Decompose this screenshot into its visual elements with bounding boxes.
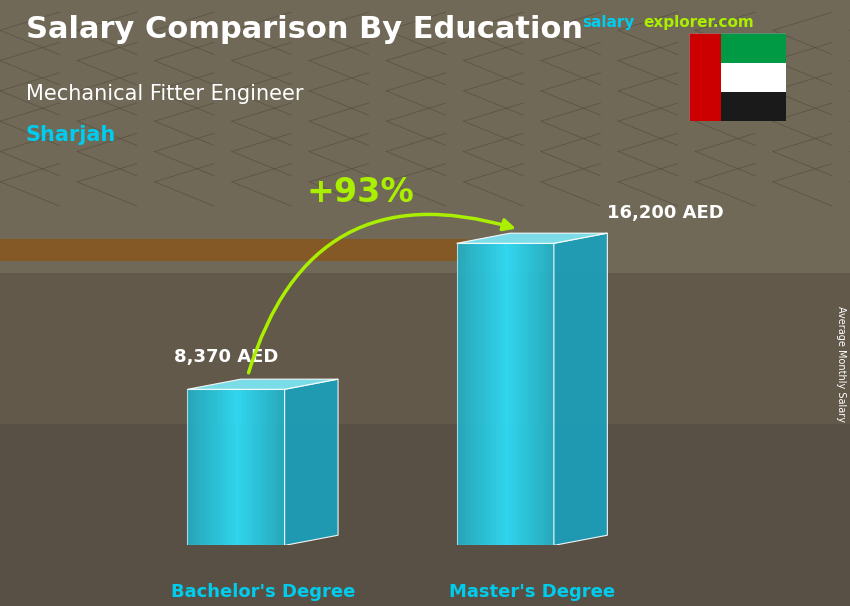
Text: salary: salary xyxy=(582,15,635,30)
Polygon shape xyxy=(554,233,608,545)
Polygon shape xyxy=(518,244,521,545)
Text: Bachelor's Degree: Bachelor's Degree xyxy=(171,583,355,601)
Polygon shape xyxy=(512,244,515,545)
Text: Master's Degree: Master's Degree xyxy=(449,583,615,601)
Polygon shape xyxy=(476,244,479,545)
Polygon shape xyxy=(544,244,547,545)
Polygon shape xyxy=(547,244,551,545)
Polygon shape xyxy=(187,389,190,545)
Bar xyxy=(0,273,850,424)
Polygon shape xyxy=(460,244,463,545)
Polygon shape xyxy=(258,389,262,545)
Polygon shape xyxy=(217,389,220,545)
Polygon shape xyxy=(246,389,249,545)
Polygon shape xyxy=(467,244,469,545)
Text: Mechanical Fitter Engineer: Mechanical Fitter Engineer xyxy=(26,84,303,104)
Polygon shape xyxy=(187,379,338,389)
Text: 8,370 AED: 8,370 AED xyxy=(174,348,279,366)
Polygon shape xyxy=(213,389,217,545)
Text: Sharjah: Sharjah xyxy=(26,125,116,145)
Polygon shape xyxy=(489,244,492,545)
Polygon shape xyxy=(272,389,275,545)
Polygon shape xyxy=(252,389,255,545)
Polygon shape xyxy=(223,389,226,545)
Polygon shape xyxy=(541,244,544,545)
Polygon shape xyxy=(207,389,210,545)
Text: Salary Comparison By Education: Salary Comparison By Education xyxy=(26,15,582,44)
Polygon shape xyxy=(456,233,608,244)
Polygon shape xyxy=(551,244,554,545)
Bar xyxy=(0,0,850,273)
Polygon shape xyxy=(521,244,524,545)
Polygon shape xyxy=(463,244,467,545)
Polygon shape xyxy=(473,244,476,545)
Polygon shape xyxy=(456,244,460,545)
Polygon shape xyxy=(505,244,508,545)
Polygon shape xyxy=(285,379,338,545)
Polygon shape xyxy=(508,244,512,545)
Polygon shape xyxy=(236,389,239,545)
Bar xyxy=(721,92,786,121)
Polygon shape xyxy=(203,389,207,545)
Polygon shape xyxy=(278,389,281,545)
Polygon shape xyxy=(230,389,233,545)
Polygon shape xyxy=(190,389,194,545)
Bar xyxy=(721,62,786,92)
Polygon shape xyxy=(483,244,486,545)
Polygon shape xyxy=(469,244,473,545)
Polygon shape xyxy=(269,389,272,545)
Bar xyxy=(0,239,468,261)
Polygon shape xyxy=(210,389,213,545)
Polygon shape xyxy=(275,389,278,545)
Polygon shape xyxy=(194,389,197,545)
Polygon shape xyxy=(538,244,541,545)
Polygon shape xyxy=(486,244,489,545)
Polygon shape xyxy=(242,389,246,545)
Polygon shape xyxy=(201,389,203,545)
Polygon shape xyxy=(249,389,252,545)
Polygon shape xyxy=(281,389,285,545)
Polygon shape xyxy=(492,244,496,545)
Polygon shape xyxy=(515,244,518,545)
Polygon shape xyxy=(496,244,499,545)
Polygon shape xyxy=(220,389,223,545)
Polygon shape xyxy=(255,389,258,545)
Text: +93%: +93% xyxy=(307,176,415,208)
Bar xyxy=(0,424,850,606)
Bar xyxy=(688,33,721,121)
Polygon shape xyxy=(226,389,230,545)
Polygon shape xyxy=(499,244,502,545)
Polygon shape xyxy=(535,244,538,545)
Polygon shape xyxy=(262,389,265,545)
Polygon shape xyxy=(528,244,531,545)
Polygon shape xyxy=(524,244,528,545)
Polygon shape xyxy=(265,389,269,545)
Polygon shape xyxy=(233,389,236,545)
Polygon shape xyxy=(479,244,483,545)
Text: 16,200 AED: 16,200 AED xyxy=(608,204,724,222)
Bar xyxy=(721,33,786,62)
Text: Average Monthly Salary: Average Monthly Salary xyxy=(836,305,846,422)
Polygon shape xyxy=(239,389,242,545)
Text: explorer.com: explorer.com xyxy=(643,15,754,30)
Polygon shape xyxy=(197,389,201,545)
Polygon shape xyxy=(531,244,535,545)
Polygon shape xyxy=(502,244,505,545)
